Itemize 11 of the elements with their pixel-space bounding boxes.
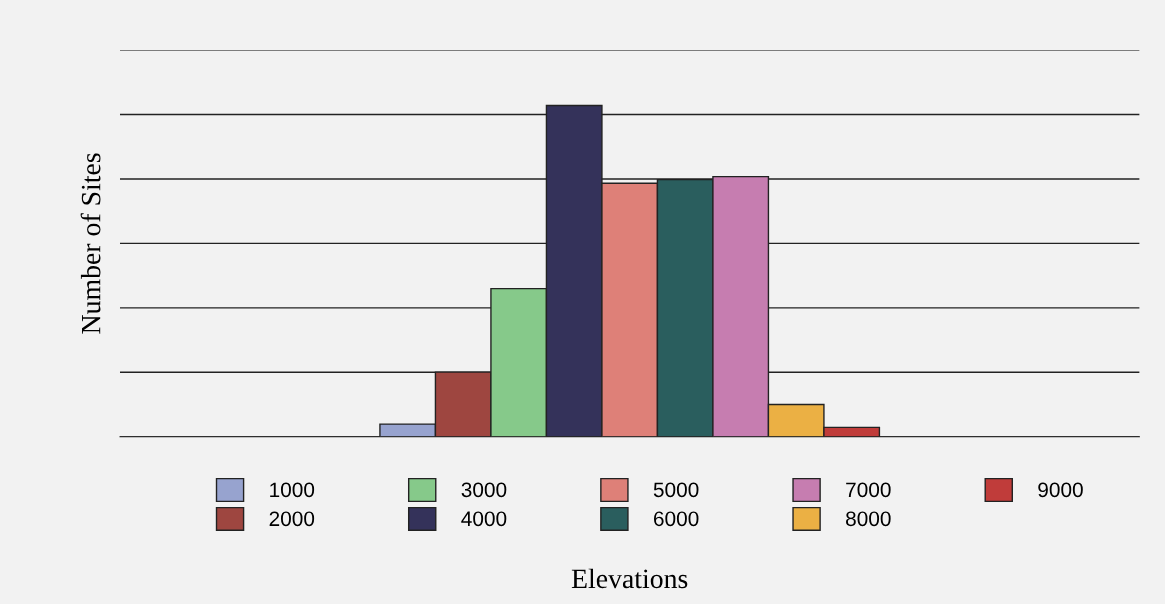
legend-label: 1000 <box>270 482 315 498</box>
legend-label: 4000 <box>461 511 507 527</box>
legend-label: 3000 <box>461 482 507 498</box>
legend-label: 8000 <box>846 511 891 527</box>
legend-label: 9000 <box>1038 482 1083 498</box>
y-axis-title: Number of Sites <box>80 153 101 334</box>
legend-label: 5000 <box>653 482 699 498</box>
legend-label: 7000 <box>846 482 891 498</box>
legend-label: 6000 <box>654 511 699 527</box>
legend-label: 2000 <box>269 511 315 527</box>
x-axis-title: Elevations <box>571 568 688 589</box>
